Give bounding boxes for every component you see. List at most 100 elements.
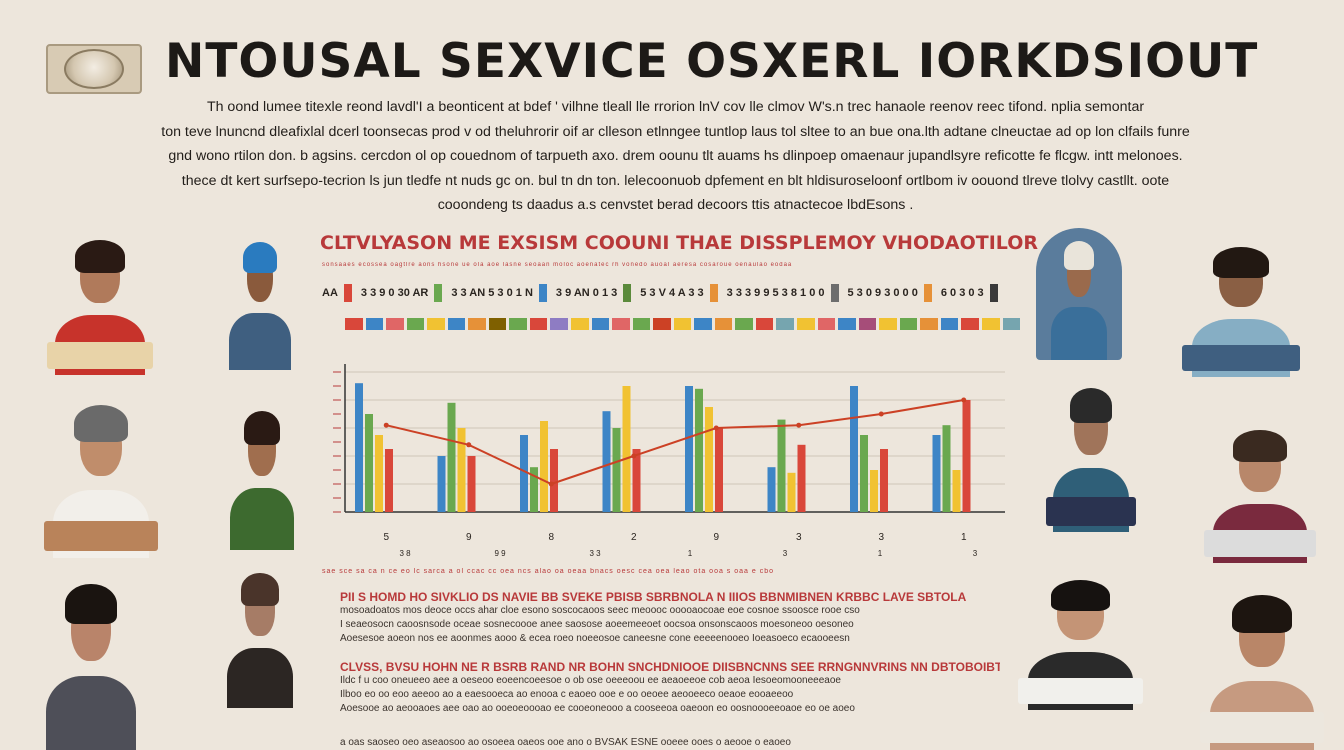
figure-prop [46, 342, 154, 369]
color-strip-cell [899, 318, 918, 330]
figure-prop [1199, 712, 1325, 744]
bottom-label: 3 8 [399, 549, 411, 558]
legend-swatch [538, 284, 547, 302]
person-smiling-woman [20, 565, 162, 750]
chart-bar [632, 449, 641, 512]
legend-swatch [623, 284, 632, 302]
color-strip-cell [879, 318, 897, 330]
person-cap-glasses [26, 388, 176, 558]
seal-disc [64, 49, 124, 89]
color-strip-cell [386, 318, 404, 330]
legend-label: 3 3 3 9 9 5 3 8 1 0 0 [726, 287, 825, 299]
figure-torso [45, 676, 137, 750]
color-strip-cell [632, 318, 651, 330]
color-strip-cell [673, 318, 692, 330]
figure-hair [1233, 429, 1287, 463]
chart-line-point [961, 397, 967, 403]
color-strip-cell [858, 318, 877, 330]
chart-bar [705, 407, 713, 512]
x-tick-label: 8 [548, 532, 554, 543]
chart-bar [932, 435, 941, 512]
figure-torso [1051, 307, 1107, 360]
figure-prop [1203, 530, 1317, 558]
chart-bar [695, 388, 703, 512]
person-arched-portrait [1036, 228, 1122, 360]
bottom-label: 1 [878, 549, 883, 558]
x-tick-label: 5 [383, 532, 389, 543]
chart-bar [860, 435, 868, 512]
color-strip-cell [838, 318, 856, 330]
person-green-shirt [212, 395, 312, 550]
legend-item: 6 0 3 0 3 [941, 284, 998, 302]
color-strip-cell [776, 318, 795, 330]
color-strip-cell [817, 318, 836, 330]
legend-item: 5 3 V 4 A 3 3 [640, 284, 718, 302]
figure-torso [229, 313, 291, 370]
chart-subline: sonsaaes ecossea oagtlre aons hsone ue o… [322, 262, 793, 268]
color-strip-cell [591, 318, 610, 330]
chart-bar [962, 400, 971, 512]
bottom-label: 3 3 [589, 549, 601, 558]
person-typewriter [1180, 578, 1344, 750]
person-seated-man [1032, 372, 1150, 532]
x-tick-label: 2 [631, 532, 637, 543]
figure-torso [226, 648, 294, 708]
chart-bar [530, 467, 538, 512]
figure-hair [65, 583, 117, 625]
chart-bar [385, 449, 393, 512]
seal-logo [46, 44, 142, 94]
chart-line-point [548, 481, 554, 487]
chart-bar [365, 414, 373, 512]
chart-bar [787, 472, 796, 512]
chart-bar [797, 444, 806, 512]
legend-label: 5 3 0 9 3 0 0 0 [847, 287, 918, 299]
figure-prop [44, 520, 158, 552]
person-black-jacket [998, 565, 1163, 710]
paragraph-block-2: CLVSS, BVSU HOHN NE R BSRB RAND NR BOHN … [340, 660, 1000, 716]
figure-hair [74, 405, 128, 443]
paragraph-line: a oas saoseo oeo aseaosoo ao osoeea oaeo… [340, 737, 791, 748]
figure-hair [74, 240, 126, 273]
chart-bar [612, 428, 621, 512]
figure-torso [230, 488, 294, 550]
color-strip-cell [735, 318, 753, 330]
legend-swatch [343, 284, 352, 302]
paragraph-line: mosoadoatos mos deoce occs ahar cloe eso… [340, 605, 860, 616]
person-blue-hat [212, 228, 308, 370]
chart-line-point [796, 422, 802, 428]
figure-hair [1232, 595, 1292, 634]
legend-item: AA [322, 284, 352, 302]
color-strip-cell [920, 318, 938, 330]
color-strip-cell [488, 318, 507, 330]
legend-swatch [434, 284, 443, 302]
x-tick-label: 1 [961, 532, 967, 543]
bottom-label: 1 [688, 549, 693, 558]
color-strip-cell [447, 318, 466, 330]
color-strip-cell [468, 318, 486, 330]
legend-label: 3 3 9 0 30 AR [360, 287, 429, 299]
chart-bar [952, 470, 961, 512]
legend-swatch [709, 284, 718, 302]
color-strip-cell [365, 318, 384, 330]
chart-line-point [631, 453, 637, 459]
color-strip-cell [981, 318, 1000, 330]
intro-line: gnd wono rtilon don. b agsins. cercdon o… [168, 148, 1183, 164]
figure-hair [1213, 246, 1269, 279]
legend-item: 3 3 3 9 9 5 3 8 1 0 0 [727, 284, 839, 302]
legend-swatch [830, 284, 839, 302]
figure-hair [1050, 579, 1111, 612]
person-seated-reader [1164, 232, 1318, 377]
color-strip-cell [1002, 318, 1021, 330]
color-strip-cell [529, 318, 548, 330]
color-strip-cell [653, 318, 671, 330]
color-strip-cell [797, 318, 815, 330]
legend-item: 3 9 AN 0 1 3 [556, 284, 632, 302]
tick-label-row: sae sce sa ca n ce eo lc sarca a ol ccac… [322, 568, 774, 575]
person-long-hair [208, 558, 312, 708]
figure-hair [1069, 388, 1113, 424]
legend-swatch [989, 284, 998, 302]
legend-label: 5 3 V 4 A 3 3 [640, 287, 704, 299]
chart-bar [602, 411, 611, 512]
intro-text: Th oond lumee titexle reond lavdl'I a be… [38, 95, 1313, 218]
intro-line: cooondeng ts daadus a.s cenvstet berad d… [437, 197, 914, 213]
